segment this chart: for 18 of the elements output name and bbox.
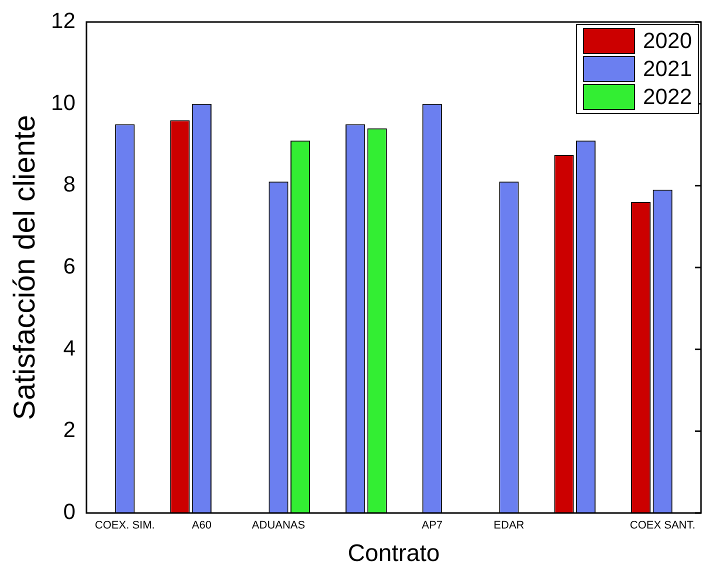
x-tick-label: A60 — [192, 520, 212, 532]
x-axis-title: Contrato — [348, 540, 440, 568]
y-tick-label: 0 — [63, 499, 76, 524]
y-tick-label: 6 — [63, 254, 76, 279]
x-tick-label: AP7 — [422, 520, 443, 532]
x-tick-label: ADUANAS — [252, 520, 306, 532]
y-tick-label: 10 — [50, 90, 76, 115]
y-tick-label: 2 — [63, 417, 76, 442]
y-axis-title: Satisfacción del cliente — [8, 114, 42, 420]
legend-label: 2021 — [643, 56, 692, 82]
y-tick-label: 8 — [63, 172, 76, 197]
y-tick-label: 12 — [50, 8, 76, 34]
x-tick-label: COEX. SIM. — [94, 520, 155, 532]
y-tick-label: 4 — [63, 335, 76, 360]
x-tick-label: EDAR — [494, 520, 524, 532]
legend-label: 2020 — [643, 28, 692, 54]
legend-label: 2022 — [643, 84, 692, 110]
x-tick-label: COEX SANT. — [630, 520, 696, 532]
